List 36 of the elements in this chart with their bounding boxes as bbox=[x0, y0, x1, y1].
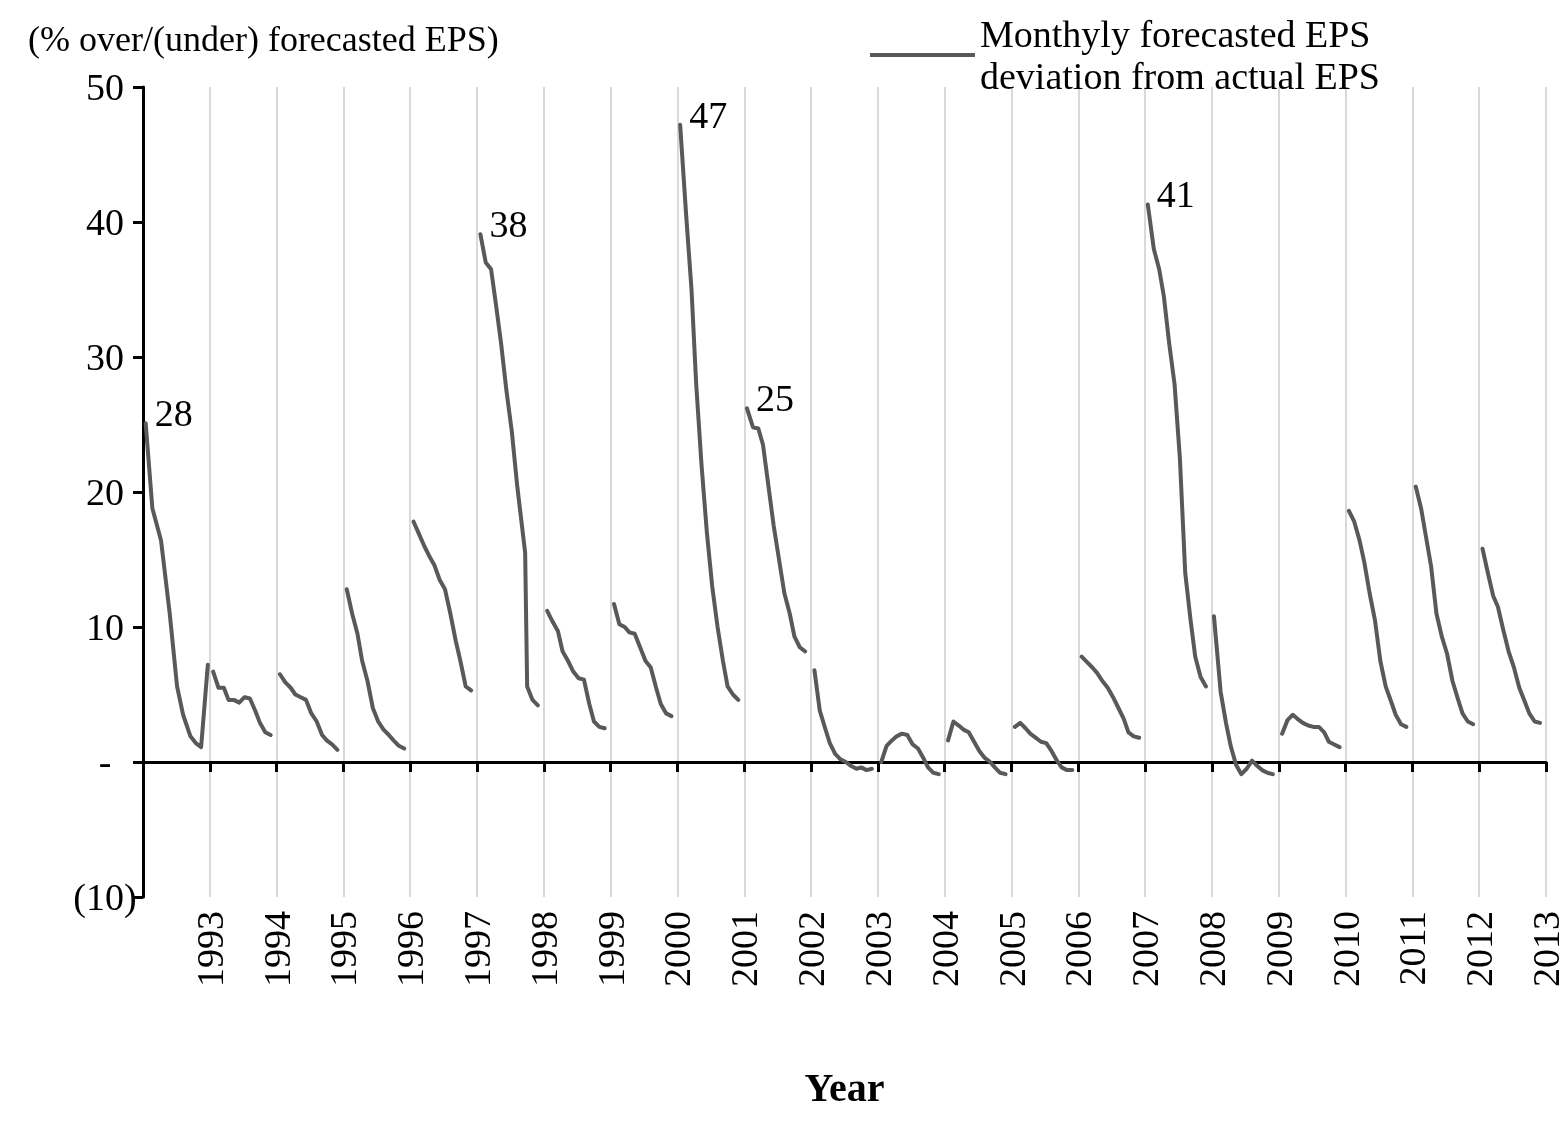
y-axis-title: (% over/(under) forecasted EPS) bbox=[28, 19, 499, 59]
x-tick-label: 2006 bbox=[1057, 911, 1100, 987]
y-tick-label: 20 bbox=[86, 471, 124, 513]
x-tick-label: 2001 bbox=[723, 911, 766, 987]
x-tick-label: 1995 bbox=[322, 911, 365, 987]
x-tick-label: 1994 bbox=[255, 911, 298, 987]
x-tick-label: 2011 bbox=[1391, 911, 1434, 986]
x-tick-label: 2002 bbox=[790, 911, 833, 987]
x-tick-label: 1993 bbox=[188, 911, 231, 987]
x-tick-label: 2013 bbox=[1525, 911, 1565, 987]
x-tick-label: 1999 bbox=[589, 911, 632, 987]
annotation: 38 bbox=[489, 203, 528, 246]
x-tick-label: 1997 bbox=[456, 911, 499, 987]
y-tick-label: (10) bbox=[73, 876, 137, 919]
annotation: 28 bbox=[154, 392, 193, 435]
x-tick-label: 2010 bbox=[1324, 911, 1367, 987]
annotation: 47 bbox=[689, 93, 728, 136]
x-axis-title: Year bbox=[804, 1064, 885, 1110]
x-tick-label: 2003 bbox=[856, 911, 899, 987]
y-tick-label: 50 bbox=[86, 66, 124, 108]
x-tick-label: 1996 bbox=[389, 911, 432, 987]
x-tick-label: 2012 bbox=[1458, 911, 1501, 987]
x-tick-label: 2005 bbox=[990, 911, 1033, 987]
y-tick-label: - bbox=[98, 741, 112, 783]
y-tick-label: 30 bbox=[86, 336, 124, 378]
x-tick-label: 2009 bbox=[1257, 911, 1300, 987]
annotation: 41 bbox=[1156, 173, 1195, 216]
x-tick-label: 2000 bbox=[656, 911, 699, 987]
x-tick-label: 2007 bbox=[1124, 911, 1167, 987]
x-tick-label: 2008 bbox=[1190, 911, 1233, 987]
legend-label: Monthyly forecasted EPS deviation from actual EPS bbox=[980, 13, 1381, 97]
x-tick-label: 2004 bbox=[923, 911, 966, 987]
y-tick-label: 10 bbox=[86, 606, 124, 648]
x-tick-label: 1998 bbox=[522, 911, 565, 987]
y-tick-label: 40 bbox=[86, 201, 124, 243]
annotation: 25 bbox=[755, 377, 794, 420]
